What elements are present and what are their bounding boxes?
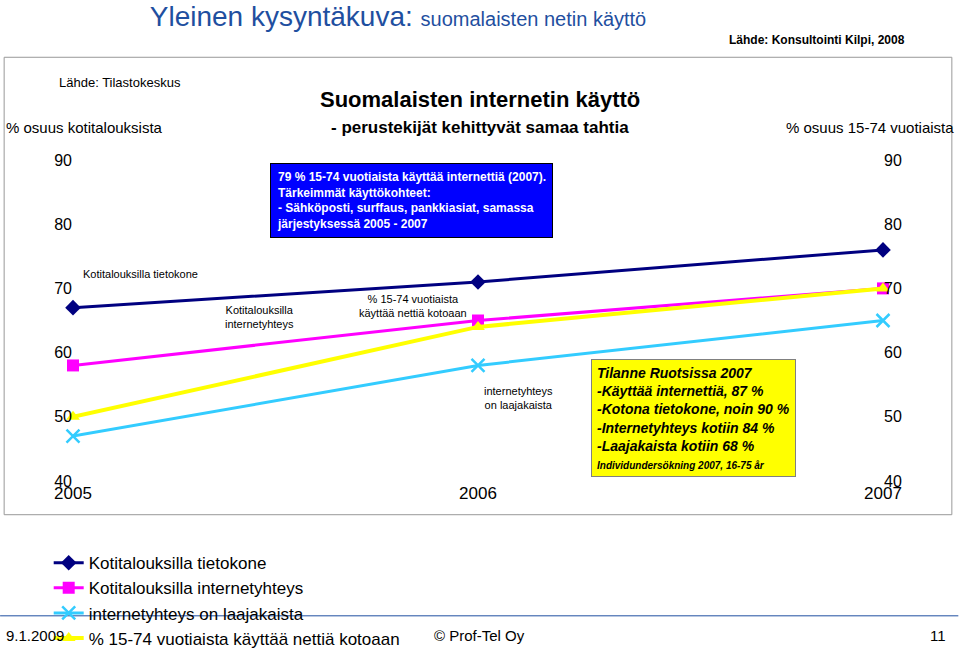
svg-text:% 15-74 vuotiaista käyttää net: % 15-74 vuotiaista käyttää nettiä kotoaa…: [89, 630, 400, 649]
svg-text:70: 70: [884, 280, 902, 297]
svg-text:internetyhteyson laajakaista: internetyhteyson laajakaista: [484, 385, 553, 411]
svg-text:Tilanne Ruotsissa 2007-Käyttää: Tilanne Ruotsissa 2007-Käyttää internett…: [597, 365, 790, 471]
svg-text:% osuus kotitalouksista: % osuus kotitalouksista: [6, 119, 163, 136]
svg-text:2006: 2006: [459, 484, 497, 503]
svg-text:Lähde: Tilastokeskus: Lähde: Tilastokeskus: [59, 75, 181, 90]
svg-text:Kotitalouksillainternetyhteys: Kotitalouksillainternetyhteys: [225, 304, 294, 330]
svg-text:2005: 2005: [54, 484, 92, 503]
svg-text:80: 80: [884, 216, 902, 233]
svg-text:60: 60: [54, 344, 72, 361]
svg-text:9.1.2009: 9.1.2009: [6, 627, 64, 644]
svg-text:70: 70: [54, 280, 72, 297]
svg-text:internetyhteys on laajakaista: internetyhteys on laajakaista: [89, 605, 304, 624]
svg-text:80: 80: [54, 216, 72, 233]
svg-text:Suomalaisten internetin käyttö: Suomalaisten internetin käyttö: [320, 87, 640, 112]
svg-text:90: 90: [884, 152, 902, 169]
svg-text:Kotitalouksilla internetyhteys: Kotitalouksilla internetyhteys: [89, 579, 304, 598]
svg-text:% osuus 15-74 vuotiaista: % osuus 15-74 vuotiaista: [786, 119, 954, 136]
svg-text:% 15-74 vuotiaistakäyttää nett: % 15-74 vuotiaistakäyttää nettiä kotoaan: [359, 293, 467, 319]
svg-text:11: 11: [930, 627, 946, 644]
svg-text:40: 40: [54, 473, 72, 490]
svg-text:79 % 15-74 vuotiaista käyttää: 79 % 15-74 vuotiaista käyttää internetti…: [277, 170, 546, 231]
svg-text:Lähde: Konsultointi Kilpi, 200: Lähde: Konsultointi Kilpi, 2008: [729, 33, 905, 47]
svg-text:- perustekijät kehittyvät sama: - perustekijät kehittyvät samaa tahtia: [331, 118, 629, 137]
svg-text:Yleinen kysyntäkuva: suomalais: Yleinen kysyntäkuva: suomalaisten netin …: [150, 1, 647, 32]
svg-text:2007: 2007: [864, 484, 902, 503]
svg-text:50: 50: [884, 408, 902, 425]
svg-text:Kotitalouksilla tietokone: Kotitalouksilla tietokone: [83, 268, 198, 280]
svg-text:60: 60: [884, 344, 902, 361]
svg-text:© Prof-Tel Oy: © Prof-Tel Oy: [434, 627, 525, 644]
svg-text:Kotitalouksilla tietokone: Kotitalouksilla tietokone: [89, 554, 267, 573]
svg-text:50: 50: [54, 408, 72, 425]
svg-text:90: 90: [54, 152, 72, 169]
svg-text:40: 40: [884, 473, 902, 490]
